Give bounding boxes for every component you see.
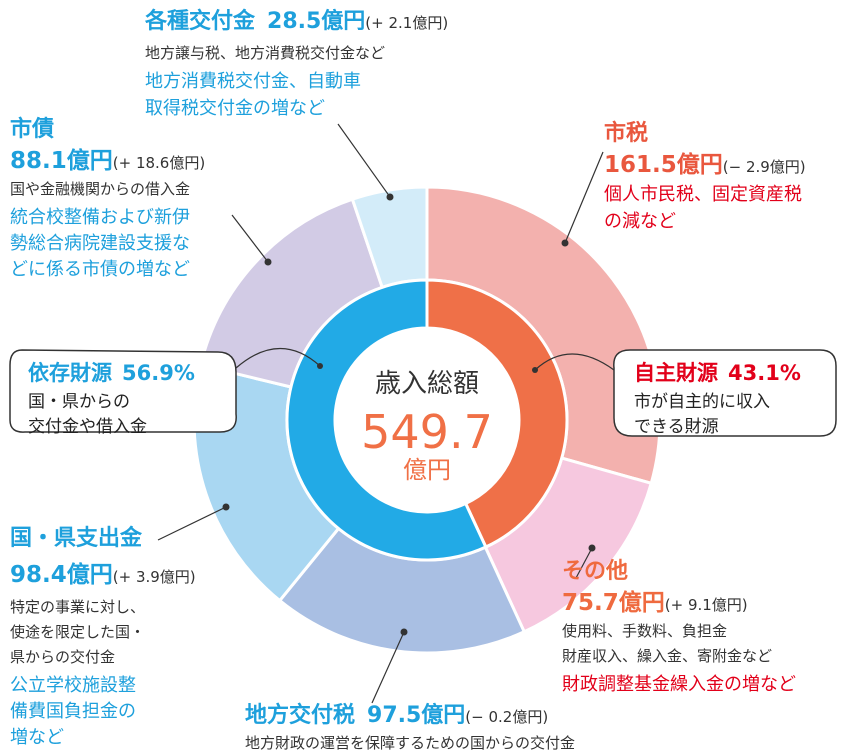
value-label: 97.5億円 <box>367 702 465 728</box>
note: 公立学校施設整 <box>10 675 136 696</box>
label: 各種交付金 28.5億円(+ 2.1億円) <box>144 8 448 34</box>
center-hole <box>335 328 519 512</box>
value-label: 88.1億円 <box>10 147 113 174</box>
description: 市が自主的に収入 <box>634 392 770 412</box>
note: 統合校整備および新伊 <box>10 207 190 228</box>
value-label: 43.1% <box>728 361 801 385</box>
leader-dot <box>588 544 596 552</box>
category-name: 自主財源 <box>634 361 718 385</box>
leader-dot <box>222 503 230 511</box>
description: 地方財政の運営を保障するための国からの交付金 <box>245 734 575 752</box>
leader <box>575 547 593 579</box>
center-label: 歳入総額 <box>375 369 479 399</box>
bubble <box>9 349 237 433</box>
description: 使途を限定した国・ <box>10 623 145 641</box>
leader <box>235 347 321 369</box>
category-name: その他 <box>562 559 628 584</box>
note: の減など <box>604 211 676 232</box>
change: (+ 2.1億円) <box>365 14 448 32</box>
description: 使用料、手数料、負担金 <box>562 622 727 640</box>
value-label: 98.4億円 <box>10 561 113 588</box>
label: 161.5億円(− 2.9億円) <box>604 151 806 178</box>
leader <box>231 214 269 263</box>
leader-dot <box>561 239 569 247</box>
note: 財政調整基金繰入金の増など <box>562 674 796 695</box>
bubble <box>613 349 837 437</box>
leader-dot <box>386 193 394 201</box>
category-name: 市債 <box>10 116 54 142</box>
label: 75.7億円(+ 9.1億円) <box>562 589 748 616</box>
note: 地方消費税交付金、自動車 <box>145 71 361 92</box>
leader-dot <box>532 367 538 373</box>
total: 549.7 <box>361 405 493 459</box>
change: (+ 18.6億円) <box>113 154 205 172</box>
category-name: 各種交付金 <box>144 8 256 34</box>
leader <box>564 151 604 244</box>
description: 特定の事業に対し、 <box>10 598 145 616</box>
value-label: 28.5億円 <box>267 8 365 34</box>
category-name: 地方交付税 <box>245 702 355 728</box>
description: 国や金融機関からの借入金 <box>10 180 190 198</box>
leader <box>157 506 227 541</box>
leader <box>371 631 405 704</box>
leader-dot <box>264 258 272 266</box>
label: 98.4億円(+ 3.9億円) <box>10 561 196 588</box>
description: 交付金や借入金 <box>28 417 147 437</box>
description: 国・県からの <box>28 392 130 412</box>
description: 県からの交付金 <box>10 648 115 666</box>
total-unit: 億円 <box>403 456 451 484</box>
note: どに係る市債の増など <box>10 259 190 280</box>
change: (+ 3.9億円) <box>113 568 196 586</box>
label: 地方交付税 97.5億円(− 0.2億円) <box>245 702 548 728</box>
value-label: 161.5億円 <box>604 151 723 178</box>
change: (− 2.9億円) <box>723 158 806 176</box>
value-label: 56.9% <box>122 361 195 385</box>
leader <box>534 353 615 371</box>
leader <box>337 123 391 198</box>
label: 自主財源 43.1% <box>634 361 801 385</box>
change: (+ 9.1億円) <box>665 596 748 614</box>
note: 勢総合病院建設支援な <box>10 233 190 254</box>
category-name: 国・県支出金 <box>10 525 143 551</box>
leader-dot <box>400 628 408 636</box>
category-name: 依存財源 <box>28 361 112 385</box>
description: 財産収入、繰入金、寄附金など <box>562 647 772 665</box>
note: 備費国負担金の <box>10 701 136 722</box>
note: 増など <box>10 727 64 748</box>
note: 取得税交付金の増など <box>145 98 325 119</box>
change: (− 0.2億円) <box>465 708 548 726</box>
donut <box>192 185 662 655</box>
label: 88.1億円(+ 18.6億円) <box>10 147 205 174</box>
category-name: 市税 <box>604 120 648 146</box>
description: 地方譲与税、地方消費税交付金など <box>145 44 385 62</box>
description: できる財源 <box>634 417 719 437</box>
leader-dot <box>317 363 323 369</box>
note: 個人市民税、固定資産税 <box>604 184 802 205</box>
value-label: 75.7億円 <box>562 589 665 616</box>
label: 依存財源 56.9% <box>28 361 195 385</box>
